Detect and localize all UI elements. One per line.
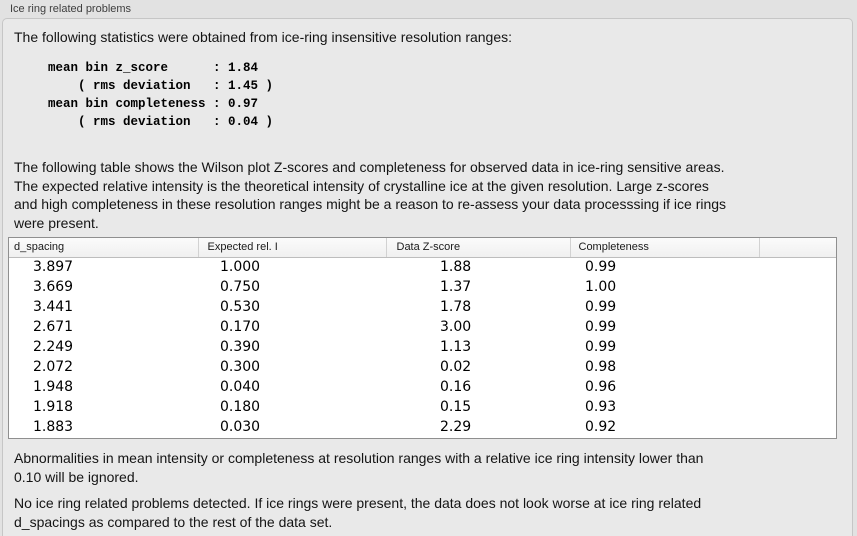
intro-text: The following statistics were obtained f… (14, 29, 513, 45)
table-cell-empty (759, 337, 836, 357)
table-cell: 1.883 (33, 419, 74, 435)
table-cell: 0.92 (585, 419, 617, 435)
table-cell: 1.918 (33, 399, 74, 415)
table-cell: 0.99 (585, 299, 617, 315)
table-row[interactable]: 1.948 0.040 0.16 0.96 (9, 377, 836, 397)
column-header-d-spacing[interactable]: d_spacing (9, 238, 198, 258)
ice-ring-table-grid: d_spacing Expected rel. I Data Z-score C… (9, 238, 836, 437)
table-cell-empty (759, 357, 836, 377)
ice-ring-table: d_spacing Expected rel. I Data Z-score C… (8, 237, 837, 439)
table-cell: 3.441 (33, 299, 74, 315)
table-cell: 0.15 (440, 399, 472, 415)
table-cell: 0.040 (220, 379, 261, 395)
table-cell: 0.030 (220, 419, 261, 435)
table-row[interactable]: 3.669 0.750 1.37 1.00 (9, 277, 836, 297)
table-cell: 1.000 (220, 259, 261, 276)
table-row[interactable]: 3.441 0.530 1.78 0.99 (9, 297, 836, 317)
table-cell-empty (759, 277, 836, 297)
table-cell: 1.88 (440, 259, 472, 276)
table-cell: 0.93 (585, 399, 617, 415)
table-cell: 2.072 (33, 359, 74, 375)
table-cell: 1.00 (585, 279, 617, 295)
table-cell: 2.249 (33, 339, 74, 355)
table-cell: 0.170 (220, 319, 261, 335)
column-header-empty (758, 238, 836, 258)
table-cell-empty (759, 397, 836, 417)
groupbox: The following statistics were obtained f… (2, 18, 853, 536)
table-cell: 0.99 (585, 339, 617, 355)
column-header-data-z-score[interactable]: Data Z-score (385, 238, 570, 258)
table-cell-empty (759, 297, 836, 317)
table-cell: 1.948 (33, 379, 74, 395)
table-cell: 1.13 (440, 339, 472, 355)
table-row[interactable]: 2.249 0.390 1.13 0.99 (9, 337, 836, 357)
table-cell: 0.16 (440, 379, 472, 395)
table-cell: 0.99 (585, 259, 617, 276)
table-cell-empty (759, 417, 836, 437)
column-header-expected-rel-i[interactable]: Expected rel. I (197, 238, 386, 258)
table-cell: 1.37 (440, 279, 472, 295)
table-description-text: The following table shows the Wilson plo… (14, 159, 727, 231)
table-cell-empty (759, 257, 836, 277)
conclusion-text: No ice ring related problems detected. I… (14, 495, 702, 530)
column-header-completeness[interactable]: Completeness (569, 238, 759, 258)
table-cell: 3.00 (440, 319, 472, 335)
table-row[interactable]: 1.883 0.030 2.29 0.92 (9, 417, 836, 437)
table-cell: 0.96 (585, 379, 617, 395)
table-cell: 0.02 (440, 359, 472, 375)
table-cell: 0.99 (585, 319, 617, 335)
table-row[interactable]: 1.918 0.180 0.15 0.93 (9, 397, 836, 417)
table-cell: 0.98 (585, 359, 617, 375)
stats-block: mean bin z_score : 1.84 ( rms deviation … (48, 61, 274, 129)
table-header-row: d_spacing Expected rel. I Data Z-score C… (9, 238, 836, 258)
table-cell-empty (759, 317, 836, 337)
table-cell: 1.78 (440, 299, 472, 315)
table-cell: 0.300 (220, 359, 261, 375)
table-cell: 0.750 (220, 279, 261, 295)
table-cell: 0.530 (220, 299, 261, 315)
table-cell: 3.897 (33, 259, 74, 276)
table-cell: 0.390 (220, 339, 261, 355)
groupbox-title: Ice ring related problems (10, 3, 132, 15)
table-cell: 3.669 (33, 279, 74, 295)
table-row[interactable]: 2.671 0.170 3.00 0.99 (9, 317, 836, 337)
table-row[interactable]: 2.072 0.300 0.02 0.98 (9, 357, 836, 377)
table-cell: 2.29 (440, 419, 472, 435)
table-cell: 2.671 (33, 319, 74, 335)
ignore-note-text: Abnormalities in mean intensity or compl… (14, 450, 704, 485)
table-cell: 0.180 (220, 399, 261, 415)
table-cell-empty (759, 377, 836, 397)
table-row[interactable]: 3.897 1.000 1.88 0.99 (9, 257, 836, 277)
